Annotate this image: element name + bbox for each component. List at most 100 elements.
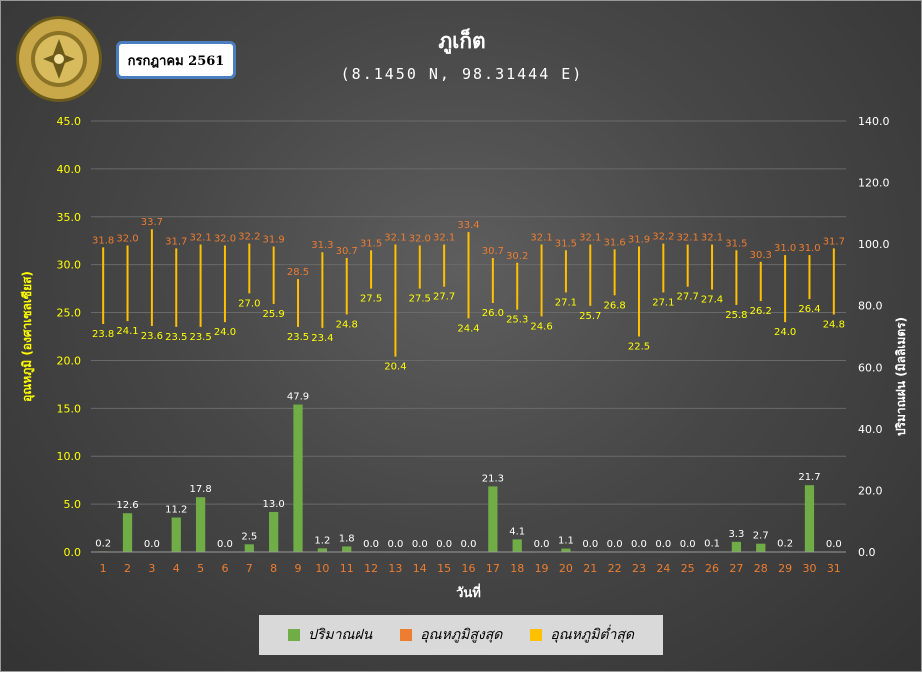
x-axis-tick-label: 30 bbox=[802, 562, 816, 575]
min-temp-data-label: 22.5 bbox=[628, 342, 650, 353]
min-temp-data-label: 23.5 bbox=[287, 332, 309, 343]
left-axis-tick-label: 30.0 bbox=[57, 259, 82, 272]
x-axis-tick-label: 21 bbox=[583, 562, 597, 575]
legend-swatch-max bbox=[400, 629, 412, 641]
right-axis-tick-label: 80.0 bbox=[858, 300, 883, 313]
right-axis-tick-label: 140.0 bbox=[858, 115, 890, 128]
rain-data-label: 0.2 bbox=[95, 538, 111, 549]
rain-data-label: 0.0 bbox=[412, 539, 428, 550]
rain-data-label: 0.0 bbox=[680, 539, 696, 550]
x-axis-tick-label: 3 bbox=[148, 562, 155, 575]
max-temp-data-label: 30.7 bbox=[336, 246, 358, 257]
x-axis-tick-label: 1 bbox=[100, 562, 107, 575]
max-temp-data-label: 32.2 bbox=[238, 232, 260, 243]
legend: ปริมาณฝน อุณหภูมิสูงสุด อุณหภูมิต่ำสุด bbox=[259, 615, 663, 655]
rain-bar bbox=[732, 542, 741, 552]
min-temp-data-label: 26.2 bbox=[750, 306, 772, 317]
min-temp-data-label: 27.1 bbox=[652, 297, 674, 308]
left-axis-tick-label: 0.0 bbox=[64, 546, 82, 559]
rain-data-label: 0.0 bbox=[144, 539, 160, 550]
left-axis-tick-label: 20.0 bbox=[57, 354, 82, 367]
max-temp-data-label: 31.9 bbox=[628, 234, 650, 245]
x-axis-tick-label: 9 bbox=[295, 562, 302, 575]
right-axis-tick-label: 40.0 bbox=[858, 423, 883, 436]
min-temp-data-label: 25.3 bbox=[506, 315, 528, 326]
x-axis-tick-label: 16 bbox=[462, 562, 476, 575]
rain-bar bbox=[513, 539, 522, 552]
rain-data-label: 0.0 bbox=[655, 539, 671, 550]
max-temp-data-label: 31.8 bbox=[92, 235, 114, 246]
min-temp-data-label: 23.5 bbox=[189, 332, 211, 343]
legend-label-max: อุณหภูมิสูงสุด bbox=[420, 624, 502, 646]
min-temp-data-label: 27.0 bbox=[238, 298, 260, 309]
right-axis-tick-label: 20.0 bbox=[858, 484, 883, 497]
max-temp-data-label: 30.3 bbox=[750, 250, 772, 261]
min-temp-data-label: 25.9 bbox=[263, 309, 285, 320]
min-temp-data-label: 24.6 bbox=[530, 321, 552, 332]
min-temp-data-label: 26.4 bbox=[798, 304, 820, 315]
rain-data-label: 0.0 bbox=[631, 539, 647, 550]
left-axis-tick-label: 35.0 bbox=[57, 211, 82, 224]
rain-data-label: 0.1 bbox=[704, 539, 720, 550]
rain-data-label: 0.0 bbox=[582, 539, 598, 550]
max-temp-data-label: 32.0 bbox=[116, 234, 138, 245]
x-axis-title: วันที่ bbox=[456, 583, 481, 601]
x-axis-tick-label: 22 bbox=[608, 562, 622, 575]
x-axis-tick-label: 12 bbox=[364, 562, 378, 575]
left-axis-tick-label: 5.0 bbox=[64, 498, 82, 511]
legend-item-min: อุณหภูมิต่ำสุด bbox=[530, 624, 634, 646]
rain-data-label: 2.5 bbox=[241, 531, 257, 542]
x-axis-tick-label: 28 bbox=[754, 562, 768, 575]
max-temp-data-label: 32.1 bbox=[384, 233, 406, 244]
min-temp-data-label: 27.5 bbox=[409, 294, 431, 305]
x-axis-tick-label: 15 bbox=[437, 562, 451, 575]
rain-data-label: 4.1 bbox=[509, 526, 525, 537]
rain-data-label: 0.0 bbox=[607, 539, 623, 550]
min-temp-data-label: 23.5 bbox=[165, 332, 187, 343]
rain-bar bbox=[756, 544, 765, 552]
max-temp-data-label: 32.2 bbox=[652, 232, 674, 243]
min-temp-data-label: 25.8 bbox=[725, 310, 747, 321]
legend-item-rain: ปริมาณฝน bbox=[288, 624, 372, 646]
max-temp-data-label: 32.1 bbox=[701, 233, 723, 244]
legend-label-min: อุณหภูมิต่ำสุด bbox=[550, 624, 634, 646]
min-temp-data-label: 27.7 bbox=[433, 292, 455, 303]
right-axis-tick-label: 120.0 bbox=[858, 177, 890, 190]
x-axis-tick-label: 26 bbox=[705, 562, 719, 575]
max-temp-data-label: 32.0 bbox=[214, 234, 236, 245]
left-axis-tick-label: 40.0 bbox=[57, 163, 82, 176]
rain-data-label: 0.0 bbox=[387, 539, 403, 550]
min-temp-data-label: 27.1 bbox=[555, 297, 577, 308]
min-temp-data-label: 24.8 bbox=[336, 319, 358, 330]
max-temp-data-label: 32.1 bbox=[530, 233, 552, 244]
rain-bar bbox=[196, 497, 205, 552]
rain-data-label: 0.0 bbox=[826, 539, 842, 550]
min-temp-data-label: 23.6 bbox=[141, 331, 163, 342]
left-axis-tick-label: 45.0 bbox=[57, 115, 82, 128]
rain-data-label: 0.2 bbox=[777, 538, 793, 549]
max-temp-data-label: 31.0 bbox=[774, 243, 796, 254]
min-temp-data-label: 24.1 bbox=[116, 326, 138, 337]
max-temp-data-label: 31.5 bbox=[360, 238, 382, 249]
left-axis-tick-label: 25.0 bbox=[57, 307, 82, 320]
min-temp-data-label: 23.4 bbox=[311, 333, 333, 344]
rain-bar bbox=[488, 486, 497, 552]
legend-swatch-min bbox=[530, 629, 542, 641]
min-temp-data-label: 26.8 bbox=[603, 300, 625, 311]
rain-data-label: 11.2 bbox=[165, 505, 187, 516]
left-axis-tick-label: 10.0 bbox=[57, 450, 82, 463]
rain-data-label: 17.8 bbox=[189, 484, 211, 495]
rain-bar bbox=[318, 548, 327, 552]
x-axis-tick-label: 18 bbox=[510, 562, 524, 575]
right-axis-title: ปริมาณฝน (มิลลิเมตร) bbox=[894, 317, 908, 436]
rain-data-label: 21.3 bbox=[482, 473, 504, 484]
legend-swatch-rain bbox=[288, 629, 300, 641]
min-temp-data-label: 20.4 bbox=[384, 362, 406, 373]
rain-bar bbox=[342, 546, 351, 552]
x-axis-tick-label: 17 bbox=[486, 562, 500, 575]
max-temp-data-label: 30.2 bbox=[506, 251, 528, 262]
max-temp-data-label: 31.0 bbox=[798, 243, 820, 254]
rain-data-label: 0.0 bbox=[436, 539, 452, 550]
rain-bar bbox=[293, 405, 302, 552]
min-temp-data-label: 23.8 bbox=[92, 329, 114, 340]
